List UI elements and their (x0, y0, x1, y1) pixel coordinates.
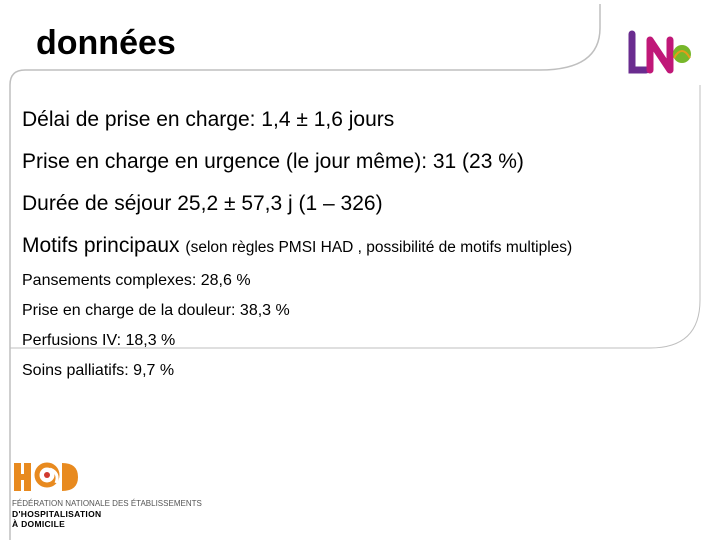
had-tagline-3: À DOMICILE (12, 519, 65, 529)
had-tagline-2: D'HOSPITALISATION (12, 509, 101, 519)
sub-douleur: Prise en charge de la douleur: 38,3 % (22, 302, 670, 320)
slide-body: Délai de prise en charge: 1,4 ± 1,6 jour… (22, 108, 670, 392)
sub-palliatifs: Soins palliatifs: 9,7 % (22, 362, 670, 380)
sub-pansements: Pansements complexes: 28,6 % (22, 272, 670, 290)
slide-title: données (36, 24, 176, 63)
line-motifs-main: Motifs principaux (22, 234, 185, 257)
line-urgence: Prise en charge en urgence (le jour même… (22, 150, 670, 174)
sub-perfusions: Perfusions IV: 18,3 % (22, 332, 670, 350)
line-delai: Délai de prise en charge: 1,4 ± 1,6 jour… (22, 108, 670, 132)
had-logo: FÉDÉRATION NATIONALE DES ÉTABLISSEMENTS … (12, 457, 202, 530)
had-tagline-1: FÉDÉRATION NATIONALE DES ÉTABLISSEMENTS (12, 499, 202, 509)
lna-logo (628, 30, 694, 76)
line-motifs: Motifs principaux (selon règles PMSI HAD… (22, 234, 670, 258)
line-motifs-sub: (selon règles PMSI HAD , possibilité de … (185, 239, 572, 256)
line-duree: Durée de séjour 25,2 ± 57,3 j (1 – 326) (22, 192, 670, 216)
